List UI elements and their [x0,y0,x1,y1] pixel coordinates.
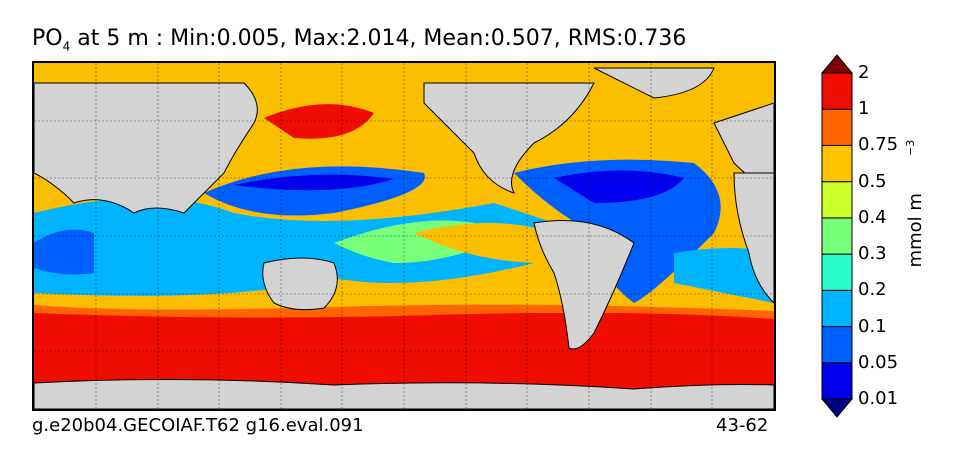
land-africa [733,172,774,304]
colorbar-level-label: 0.2 [858,279,887,301]
colorbar-swatch [821,144,853,183]
indian-ocean-blue [34,229,94,275]
colorbar-swatch [820,54,854,74]
land-asia [34,82,258,214]
colorbar-level-label: 0.01 [858,388,899,409]
colorbar-level-label: 2 [858,62,870,83]
colorbar-level-label: 0.5 [858,170,887,192]
colorbar-swatch [821,289,853,328]
colorbar [820,54,854,418]
colorbar-level-label: 0.1 [858,315,887,337]
colorbar-level-label: 1 [858,98,870,120]
land-antarctica [34,378,774,409]
units-label: mmol m −3 [904,94,926,268]
colorbar-swatch [821,253,853,291]
north-pacific-red [264,104,374,139]
colorbar-swatch [820,398,854,418]
colorbar-swatch [821,362,853,400]
title-stats: at 5 m : Min:0.005, Max:2.014, Mean:0.50… [70,26,687,51]
atlantic-blue [514,159,721,303]
colorbar-level-label: 0.05 [858,351,899,373]
colorbar-level-label: 0.75 [858,134,899,156]
colorbar-swatch [821,72,853,110]
title-species-subscript: 4 [62,39,71,54]
land-australia [262,257,338,311]
atlantic-darkblue [554,170,684,203]
equatorial-yellow [414,223,554,263]
land-south-america [533,220,635,350]
year-range: 43-62 [716,415,769,436]
world-map [32,61,776,411]
title-species: PO [32,26,63,51]
colorbar-level-label: 0.4 [858,206,887,228]
run-name: g.e20b04.GECOIAF.T62 g16.eval.091 [32,415,364,436]
units-exponent: −3 [904,139,917,156]
colorbar-swatch [821,326,853,364]
colorbar-swatch [821,108,853,146]
north-pacific-darkblue [234,174,394,191]
indian-ocean-cyan [674,248,774,303]
colorbar-swatch [821,181,853,219]
units-base: mmol m [905,193,926,268]
land-north-america [423,82,595,194]
colorbar-level-label: 0.3 [858,243,887,265]
map-title: PO4 at 5 m : Min:0.005, Max:2.014, Mean:… [32,26,686,53]
colorbar-swatch [821,217,853,255]
grid-lines [34,63,774,409]
